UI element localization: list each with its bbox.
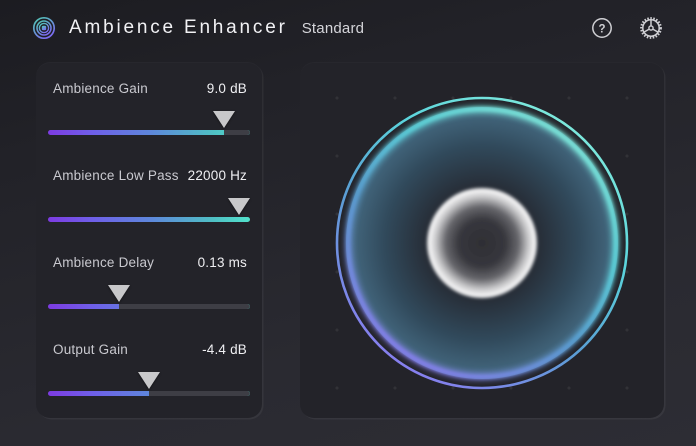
app-logo-icon (32, 16, 56, 40)
slider-output-gain: Output Gain -4.4 dB (36, 342, 262, 416)
ambience-visualizer[interactable] (300, 62, 664, 418)
visualizer-outer-ring (335, 96, 629, 390)
slider-track-rest (149, 391, 250, 396)
slider-handle[interactable] (107, 285, 130, 302)
page-title: Ambience Enhancer (69, 17, 288, 38)
gear-icon (640, 17, 662, 39)
slider-track-rest (223, 130, 250, 135)
slider-ambience-gain: Ambience Gain 9.0 dB (36, 81, 262, 155)
visualizer-core-circle[interactable] (427, 188, 537, 298)
slider-value[interactable]: -4.4 dB (202, 342, 247, 357)
title-bar: Ambience Enhancer Standard ? (0, 0, 696, 56)
slider-value[interactable]: 0.13 ms (197, 255, 247, 270)
help-button[interactable]: ? (589, 15, 615, 41)
preset-selector[interactable]: Standard (301, 19, 365, 37)
question-mark-icon: ? (592, 18, 612, 38)
slider-ambience-delay: Ambience Delay 0.13 ms (36, 255, 262, 329)
slider-track[interactable] (48, 391, 250, 396)
slider-label: Ambience Delay (53, 255, 155, 270)
slider-track-rest (118, 304, 250, 309)
slider-value[interactable]: 9.0 dB (206, 81, 247, 96)
slider-label: Ambience Low Pass (53, 168, 179, 183)
slider-control[interactable] (48, 273, 250, 315)
slider-label: Output Gain (53, 342, 128, 357)
slider-control[interactable] (48, 360, 250, 402)
slider-track[interactable] (48, 217, 250, 222)
slider-ambience-low-pass: Ambience Low Pass 22000 Hz (36, 168, 262, 242)
slider-control[interactable] (48, 99, 250, 141)
slider-handle[interactable] (228, 198, 250, 215)
slider-label: Ambience Gain (53, 81, 148, 96)
slider-track[interactable] (48, 304, 250, 309)
svg-text:?: ? (598, 23, 605, 35)
visualizer-edge-ring (346, 107, 618, 379)
slider-track[interactable] (48, 130, 250, 135)
slider-value[interactable]: 22000 Hz (187, 168, 247, 183)
settings-button[interactable] (638, 15, 664, 41)
controls-panel: Ambience Gain 9.0 dB Ambience Low Pass 2… (36, 62, 262, 418)
slider-handle[interactable] (212, 111, 235, 128)
visualizer-panel[interactable] (300, 62, 664, 418)
slider-handle[interactable] (138, 372, 160, 389)
slider-control[interactable] (48, 186, 250, 228)
